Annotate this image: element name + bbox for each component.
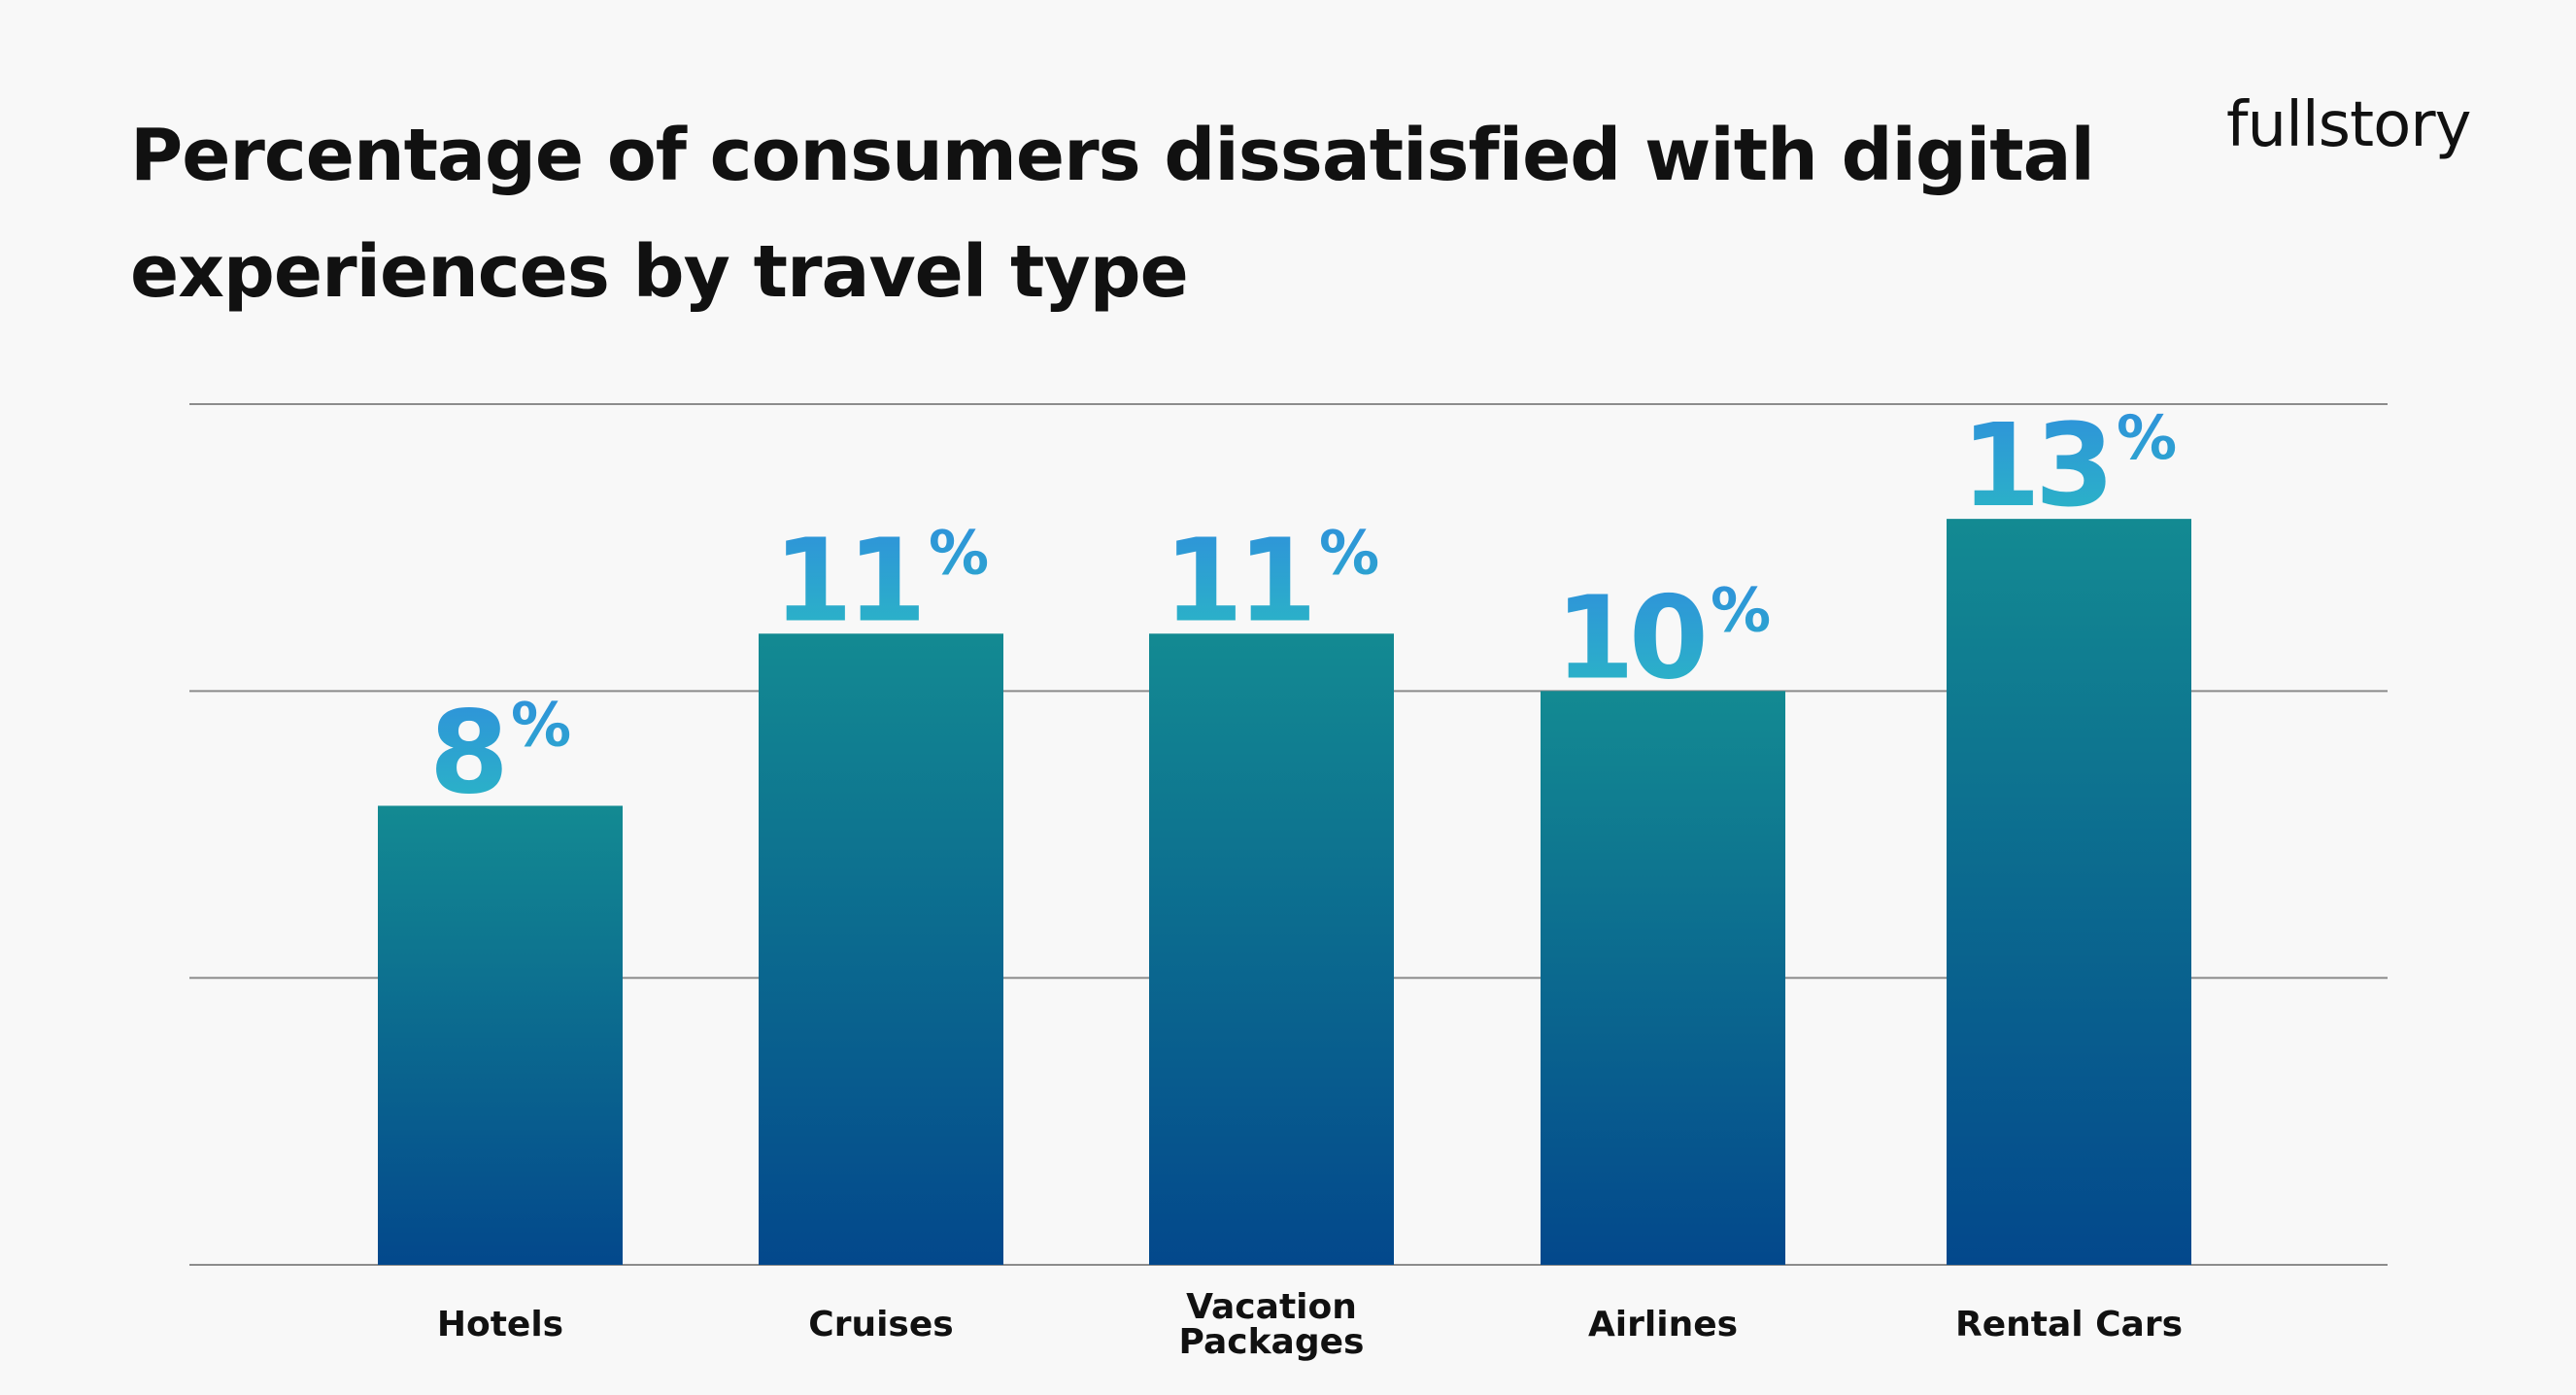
value-label: 11% — [773, 513, 989, 647]
bar-hotels — [378, 805, 623, 1265]
bar-rental-cars — [1947, 519, 2191, 1265]
chart-title: Percentage of consumers dissatisfied wit… — [130, 114, 2095, 314]
fullstory-logo: fullstory — [2226, 89, 2471, 161]
bar-vacation-packages — [1149, 633, 1394, 1265]
bar-airlines — [1541, 691, 1785, 1265]
value-label: 13% — [1961, 398, 2177, 532]
category-label: Airlines — [1588, 1305, 1738, 1344]
value-label: 11% — [1164, 513, 1379, 647]
value-labels: 8 % 11% 11 % 10 % 13% — [429, 398, 2177, 819]
category-label: Cruises — [808, 1305, 953, 1344]
category-label: Hotels — [437, 1305, 563, 1344]
category-labels: Hotels Cruises Vacation Packages Airlines Ren… — [437, 1287, 2183, 1362]
bar-cruises — [759, 633, 1003, 1265]
category-label: Vacation Packages — [1179, 1287, 1365, 1362]
category-label: Rental Cars — [1955, 1305, 2183, 1344]
value-label: 8% — [429, 685, 571, 819]
value-label: 10% — [1555, 570, 1771, 704]
bars — [378, 519, 2191, 1265]
